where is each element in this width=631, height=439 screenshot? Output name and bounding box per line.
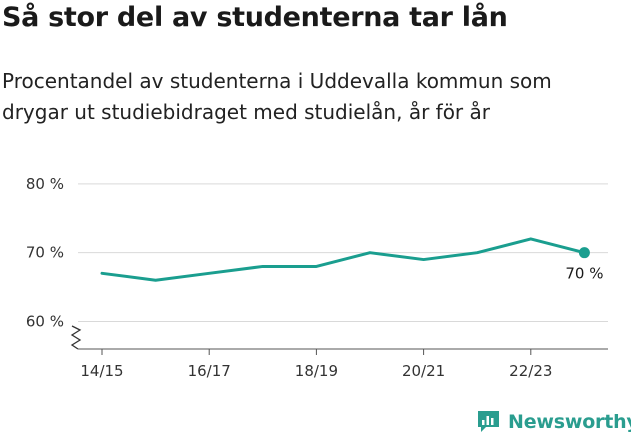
end-value-label: 70 % [565,265,603,283]
chart-subtitle: Procentandel av studenterna i Uddevalla … [2,69,552,124]
end-point [578,247,590,259]
y-axis-ticks: 60 % 70 % 80 % [26,175,64,331]
brand: Newsworthy [476,409,631,434]
chart-title: Så stor del av studenterna tar lån [2,2,508,33]
axis-break-mark [70,325,82,350]
axis-break-icon [70,325,82,350]
x-tick-label: 14/15 [80,362,123,380]
y-tick-label: 70 % [26,244,64,262]
y-tick-label: 60 % [26,312,64,330]
x-tick-label: 18/19 [295,362,338,380]
y-tick-label: 80 % [26,175,64,193]
x-axis: 14/15 16/17 18/19 20/21 22/23 [78,348,608,380]
series-line [100,237,586,282]
series-lines [100,237,586,282]
newsworthy-logo-icon [478,411,499,432]
x-tick-label: 22/23 [509,362,552,380]
brand-name: Newsworthy [508,410,631,433]
x-tick-label: 20/21 [402,362,445,380]
grid-lines [78,183,608,322]
data-labels: 70 % [565,265,603,283]
x-tick-label: 16/17 [188,362,231,380]
data-points [578,247,590,259]
